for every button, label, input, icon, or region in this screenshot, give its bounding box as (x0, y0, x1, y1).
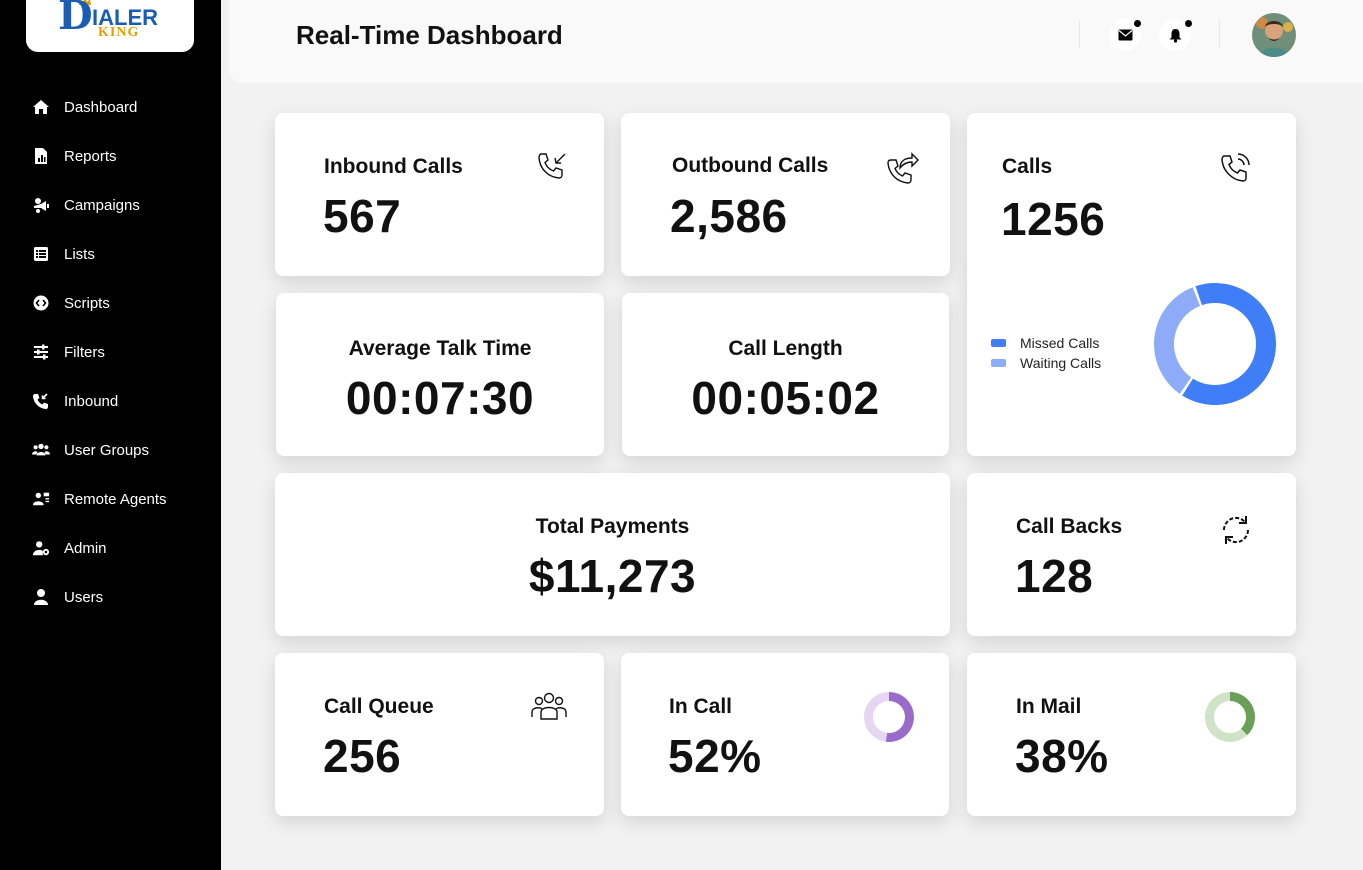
home-icon (32, 98, 50, 116)
outbound-calls-card[interactable]: Outbound Calls 2,586 (621, 113, 950, 276)
in-mail-card[interactable]: In Mail 38% (967, 653, 1296, 816)
calls-card[interactable]: Calls 1256 Missed Calls Waiting Calls (967, 113, 1296, 456)
card-value: 128 (1015, 550, 1094, 602)
sidebar-item-filters[interactable]: Filters (0, 332, 221, 372)
messages-badge (1134, 20, 1141, 27)
avatar[interactable] (1252, 13, 1296, 57)
sidebar-item-scripts[interactable]: Scripts (0, 283, 221, 323)
top-header: Real-Time Dashboard (229, 0, 1363, 83)
megaphone-icon (32, 196, 50, 214)
code-icon (32, 294, 50, 312)
logo-text-bottom: KING (98, 25, 140, 40)
card-value: $11,273 (528, 550, 697, 602)
logo-letter: D (58, 0, 93, 39)
legend-swatch (991, 339, 1006, 347)
card-title: Call Backs (1016, 515, 1123, 538)
sidebar-item-label: User Groups (64, 441, 150, 459)
card-title: Average Talk Time (348, 337, 532, 360)
card-title: Calls (1002, 155, 1053, 178)
sidebar-item-reports[interactable]: Reports (0, 136, 221, 176)
card-title: Call Queue (324, 695, 434, 718)
page-title: Real-Time Dashboard (296, 20, 563, 50)
header-divider (1219, 20, 1220, 48)
sidebar-item-label: Reports (64, 147, 117, 165)
in-call-ring (864, 692, 914, 742)
sidebar-item-campaigns[interactable]: Campaigns (0, 185, 221, 225)
crown-icon (79, 0, 91, 5)
user-gear-icon (32, 539, 50, 557)
report-icon (32, 147, 50, 165)
sidebar-item-label: Filters (64, 343, 105, 361)
card-value: 52% (668, 730, 762, 782)
call-queue-card[interactable]: Call Queue 256 (275, 653, 604, 816)
sidebar-item-users[interactable]: Users (0, 577, 221, 617)
card-title: In Call (669, 695, 733, 718)
call-backs-card[interactable]: Call Backs 128 (967, 473, 1296, 636)
user-icon (32, 588, 50, 606)
ring-segment-track (1205, 692, 1248, 742)
legend-swatch (991, 359, 1006, 367)
legend-label: Missed Calls (1020, 335, 1100, 351)
card-title: Inbound Calls (324, 155, 463, 178)
sidebar-item-dashboard[interactable]: Dashboard (0, 87, 221, 127)
list-icon (32, 245, 50, 263)
donut-segment-missed-calls (1182, 283, 1276, 405)
notifications-badge (1185, 20, 1192, 27)
phone-outgoing-icon (887, 152, 919, 184)
brand-logo[interactable]: D IALER KING (26, 0, 194, 52)
inbound-calls-card[interactable]: Inbound Calls 567 (275, 113, 604, 276)
refresh-icon (1222, 516, 1250, 544)
bell-icon (1169, 28, 1181, 43)
ring-segment-value (1230, 692, 1255, 736)
sidebar-item-inbound[interactable]: Inbound (0, 381, 221, 421)
total-payments-card[interactable]: Total Payments $11,273 (275, 473, 950, 636)
card-title: Total Payments (535, 515, 690, 538)
card-value: 00:07:30 (345, 372, 535, 424)
card-value: 2,586 (670, 190, 788, 242)
call-length-card[interactable]: Call Length 00:05:02 (622, 293, 949, 456)
card-title: Call Length (728, 337, 843, 360)
card-title: In Mail (1016, 695, 1082, 718)
card-title: Outbound Calls (672, 154, 829, 177)
sidebar-item-lists[interactable]: Lists (0, 234, 221, 274)
sidebar-item-admin[interactable]: Admin (0, 528, 221, 568)
sidebar-item-label: Dashboard (64, 98, 138, 116)
phone-incoming-icon (32, 392, 50, 410)
in-call-card[interactable]: In Call 52% (621, 653, 949, 816)
card-value: 38% (1015, 730, 1109, 782)
group-icon (531, 692, 567, 720)
mail-icon (1118, 29, 1132, 41)
sidebar-item-remote-agents[interactable]: Remote Agents (0, 479, 221, 519)
ring-segment-value (885, 692, 914, 742)
sidebar-item-label: Inbound (64, 392, 119, 410)
card-value: 567 (323, 190, 402, 242)
users-icon (32, 441, 50, 459)
phone-incoming-icon (538, 153, 566, 179)
sidebar-item-label: Campaigns (64, 196, 140, 214)
sidebar-item-user-groups[interactable]: User Groups (0, 430, 221, 470)
card-value: 256 (323, 730, 402, 782)
sidebar-item-label: Users (64, 588, 104, 606)
legend-waiting-calls: Waiting Calls (991, 355, 1101, 371)
sidebar-item-label: Remote Agents (64, 490, 167, 508)
card-value: 1256 (1001, 193, 1106, 245)
sidebar-item-label: Admin (64, 539, 107, 557)
sidebar: D IALER KING Dashboard Reports Campaigns… (0, 0, 221, 870)
calls-donut-chart (1154, 283, 1276, 405)
legend-label: Waiting Calls (1020, 355, 1102, 371)
header-divider (1079, 20, 1080, 48)
average-talk-time-card[interactable]: Average Talk Time 00:07:30 (276, 293, 604, 456)
sliders-icon (32, 343, 50, 361)
remote-agent-icon (32, 490, 50, 508)
logo-text-top: IALER (92, 5, 158, 30)
legend-missed-calls: Missed Calls (991, 335, 1099, 351)
ring-segment-track (864, 692, 889, 742)
donut-segment-waiting-calls (1154, 287, 1200, 394)
sidebar-item-label: Lists (64, 245, 95, 263)
phone-ringing-icon (1221, 153, 1250, 182)
in-mail-ring (1205, 692, 1255, 742)
sidebar-item-label: Scripts (64, 294, 110, 312)
card-value: 00:05:02 (691, 372, 880, 424)
